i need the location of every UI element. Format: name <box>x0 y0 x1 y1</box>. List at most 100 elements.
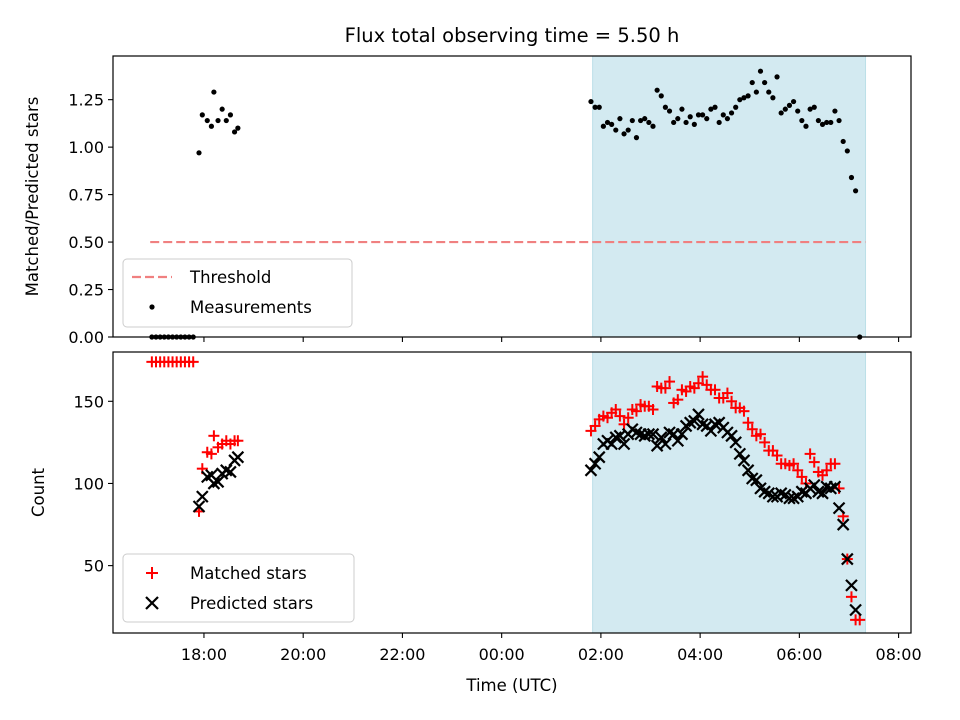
measurement-point <box>621 131 627 137</box>
predicted-star-point <box>584 464 598 477</box>
predicted-star-point <box>845 579 858 592</box>
measurement-point <box>757 68 764 74</box>
observing-window-shading-top <box>592 55 867 338</box>
measurement-point <box>815 117 821 124</box>
measurement-point <box>762 79 768 86</box>
measurement-point <box>811 104 817 110</box>
measurement-point <box>753 89 759 95</box>
matched-star-point <box>664 376 676 388</box>
predicted-star-point <box>766 490 780 503</box>
matched-star-point <box>647 404 659 416</box>
y-tick-label: 1.25 <box>68 91 104 110</box>
predicted-star-point <box>231 450 245 464</box>
measurement-point <box>588 98 594 105</box>
matched-star-point <box>771 450 783 462</box>
predicted-star-point <box>617 437 631 451</box>
matched-star-point <box>610 404 622 416</box>
matched-star-point <box>614 410 626 422</box>
measurement-point <box>596 104 602 110</box>
count-points <box>146 356 866 626</box>
legend-top: Threshold Measurements <box>122 258 353 328</box>
matched-star-point <box>208 430 220 442</box>
x-tick-label: 20:00 <box>280 645 326 664</box>
measurement-point <box>778 110 784 116</box>
matched-star-point <box>759 436 771 448</box>
predicted-star-point <box>646 427 660 441</box>
ratio-panel: 0.00 0.25 0.50 0.75 1.00 1.25 Flux total obse… <box>23 24 912 347</box>
predicted-star-point <box>642 427 656 441</box>
legend-predicted-swatch <box>145 596 159 610</box>
predicted-star-point <box>671 434 685 448</box>
measurement-point <box>625 127 631 133</box>
x-axis-ticks-bottom: 18:00 20:00 22:00 00:00 02:00 04:00 06:00 08:00 <box>181 633 922 664</box>
legend-measurements-label: Measurements <box>190 298 312 317</box>
measurement-point <box>720 112 726 118</box>
x-axis-label: Time (UTC) <box>465 676 557 695</box>
legend-bottom-box <box>122 553 355 623</box>
x-tick-label: 06:00 <box>776 645 822 664</box>
measurement-point <box>683 119 689 126</box>
measurement-point <box>832 108 838 114</box>
matched-star-point <box>187 356 199 368</box>
measurement-point <box>840 138 846 145</box>
x-tick-label: 00:00 <box>479 645 525 664</box>
measurement-point <box>745 93 751 99</box>
matched-star-point <box>754 428 766 440</box>
measurement-point <box>807 106 813 112</box>
predicted-star-point <box>224 465 237 479</box>
x-tick-label: 22:00 <box>379 645 425 664</box>
measurement-point <box>208 123 215 129</box>
measurement-point <box>766 89 772 95</box>
predicted-star-point <box>832 501 846 515</box>
y-axis-label-bottom: Count <box>29 467 48 517</box>
matched-star-point <box>622 412 634 424</box>
matched-star-point <box>845 591 857 603</box>
axes-frame-top <box>112 55 912 338</box>
y-tick-label: 150 <box>73 392 104 411</box>
x-tick-label: 02:00 <box>578 645 624 664</box>
measurement-point <box>642 116 648 122</box>
measurement-points <box>149 68 863 340</box>
measurement-point <box>613 127 619 133</box>
measurement-point <box>223 117 229 124</box>
measurement-point <box>227 112 234 118</box>
predicted-star-point <box>741 464 755 477</box>
chart-title: Flux total observing time = 5.50 h <box>345 24 680 47</box>
measurement-point <box>199 112 205 118</box>
measurement-point <box>782 106 788 112</box>
measurement-point <box>749 79 755 86</box>
matched-star-point <box>808 456 820 468</box>
measurement-point <box>741 95 747 101</box>
predicted-star-point <box>192 500 206 513</box>
measurement-point <box>609 121 615 127</box>
y-tick-label: 0.75 <box>68 186 104 205</box>
measurement-point <box>803 123 809 129</box>
measurement-point <box>836 117 842 124</box>
predicted-star-point <box>196 490 209 503</box>
matched-star-point <box>630 405 642 417</box>
measurement-point <box>196 150 202 156</box>
x-tick-label: 04:00 <box>677 645 723 664</box>
measurement-point <box>695 112 702 118</box>
axes-frame-bottom <box>112 351 912 634</box>
measurement-point <box>211 89 217 95</box>
predicted-star-point <box>675 427 689 441</box>
predicted-star-point <box>729 436 742 449</box>
y-axis-ticks-top: 0.00 0.25 0.50 0.75 1.00 1.25 <box>68 91 113 347</box>
matched-star-point <box>854 614 866 626</box>
measurement-point <box>204 117 210 124</box>
measurement-point <box>650 123 656 129</box>
matched-star-point <box>709 384 721 396</box>
measurement-point <box>790 98 797 105</box>
predicted-star-point <box>836 518 850 531</box>
measurement-point <box>646 119 652 126</box>
matched-star-point <box>829 458 841 470</box>
matched-star-point <box>788 458 800 470</box>
measurement-point <box>824 119 830 126</box>
legend-matched-label: Matched stars <box>190 564 307 583</box>
x-tick-label: 18:00 <box>181 645 227 664</box>
measurement-point <box>654 87 660 93</box>
predicted-star-point <box>737 454 751 467</box>
measurement-point <box>235 125 241 131</box>
